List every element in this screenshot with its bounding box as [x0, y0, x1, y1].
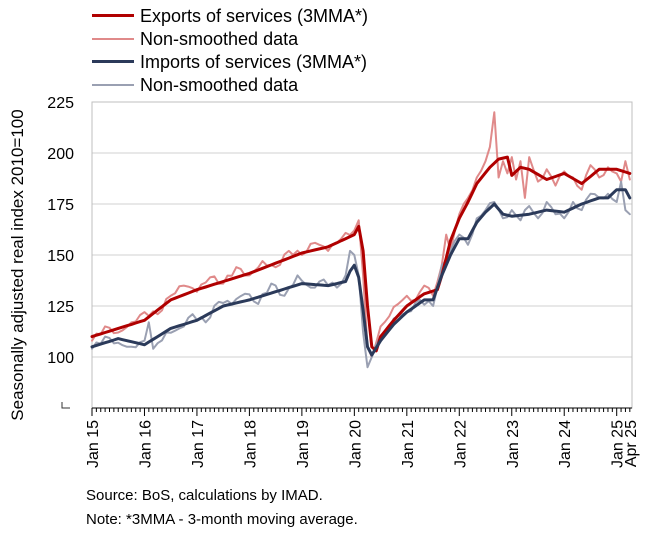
legend-item-imports-raw: Non-smoothed data — [92, 73, 368, 96]
y-tick-label: 150 — [47, 248, 74, 265]
x-tick-label: Jan 16 — [137, 420, 154, 468]
series-lines — [90, 111, 632, 369]
axes — [61, 101, 633, 416]
exports-raw-line — [91, 111, 631, 358]
legend-label-exports-3mma: Exports of services (3MMA*) — [140, 5, 369, 26]
legend-swatch-imports-raw — [92, 83, 134, 86]
legend: Exports of services (3MMA*) Non-smoothed… — [92, 4, 368, 96]
y-tick-label: 125 — [47, 299, 74, 316]
y-tick-label: 225 — [47, 95, 74, 112]
source-note: Source: BoS, calculations by IMAD. — [86, 487, 323, 504]
x-tick-label: Jan 23 — [505, 420, 522, 468]
legend-item-exports-raw: Non-smoothed data — [92, 27, 368, 50]
x-tick-label: Jan 22 — [452, 420, 469, 468]
x-tick-label: Jan 18 — [242, 420, 259, 468]
x-tick-label: Jan 19 — [295, 420, 312, 468]
y-tick-label: 200 — [47, 146, 74, 163]
x-tick-label: Jan 17 — [190, 420, 207, 468]
moving-average-note: Note: *3MMA - 3-month moving average. — [86, 511, 358, 528]
y-tick-label: 175 — [47, 197, 74, 214]
x-tick-label: Apr 25 — [623, 420, 640, 467]
legend-label-imports-raw: Non-smoothed data — [140, 74, 299, 95]
x-tick-label: Jan 21 — [400, 420, 417, 468]
y-axis-title-text: Seasonally adjusted real index 2010=100 — [8, 109, 27, 421]
x-tick-label: Jan 25 — [610, 420, 627, 468]
exports-3mma-line — [90, 155, 632, 353]
imports-3mma-line — [90, 188, 632, 357]
legend-swatch-exports-raw — [92, 37, 134, 40]
x-tick-label: Jan 20 — [347, 420, 364, 468]
tick-labels: 100 125 150 175 200 225 Jan 15 Jan 16 Jan 17 Jan … — [47, 95, 640, 468]
legend-label-exports-raw: Non-smoothed data — [140, 28, 299, 49]
axis-break-marker — [61, 402, 70, 409]
legend-item-exports-3mma: Exports of services (3MMA*) — [92, 4, 368, 27]
legend-swatch-exports-3mma — [92, 14, 134, 17]
y-tick-label: 100 — [47, 350, 74, 367]
x-tick-label: Jan 24 — [557, 420, 574, 468]
x-tick-label: Jan 15 — [85, 420, 102, 468]
legend-label-imports-3mma: Imports of services (3MMA*) — [140, 51, 368, 72]
legend-item-imports-3mma: Imports of services (3MMA*) — [92, 50, 368, 73]
legend-swatch-imports-3mma — [92, 60, 134, 63]
